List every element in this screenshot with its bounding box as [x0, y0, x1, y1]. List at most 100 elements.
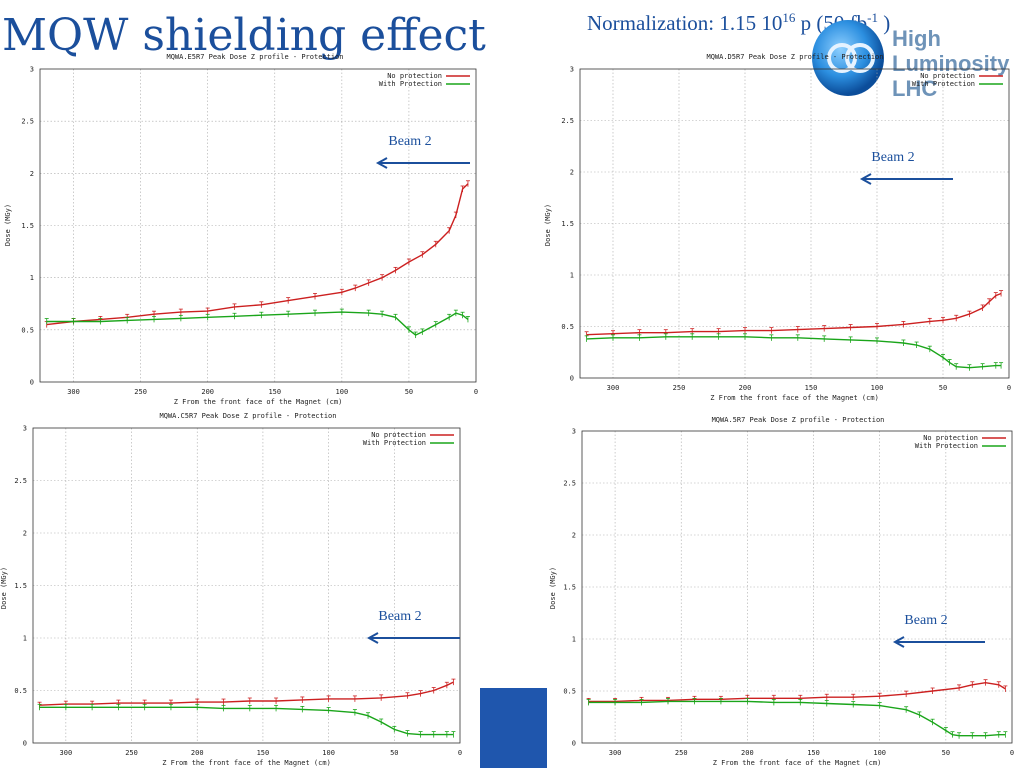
normalization-exponent-2: -1	[867, 10, 878, 25]
plot-frame	[32, 427, 461, 744]
y-tick-label: 3	[23, 425, 27, 433]
legend-entry-label: No protection	[920, 72, 975, 80]
y-tick-label: 0.5	[563, 688, 576, 696]
y-tick-label: 2	[30, 170, 34, 178]
x-tick-label: 100	[322, 749, 335, 757]
slide-title: MQW shielding effect	[2, 10, 486, 61]
x-tick-label: 300	[607, 384, 620, 392]
normalization-prefix: Normalization: 1.15 10	[587, 11, 783, 35]
y-tick-label: 0.5	[14, 687, 27, 695]
chart-title: MQWA.D5R7 Peak Dose Z profile - Protecti…	[706, 53, 883, 61]
y-tick-label: 3	[572, 428, 576, 436]
x-tick-label: 150	[268, 388, 281, 396]
legend-entry-label: No protection	[371, 431, 426, 439]
x-tick-label: 0	[1010, 749, 1014, 757]
chart-panel-5r7: MQWA.5R7 Peak Dose Z profile - Protectio…	[549, 416, 1014, 767]
normalization-exponent-1: 16	[782, 10, 796, 25]
x-tick-label: 100	[336, 388, 349, 396]
x-tick-label: 0	[1007, 384, 1011, 392]
y-tick-label: 0	[570, 375, 574, 383]
logo-ring-left	[827, 43, 857, 73]
x-axis-label: Z From the front face of the Magnet (cm)	[174, 398, 343, 406]
x-tick-label: 50	[390, 749, 398, 757]
x-tick-label: 0	[474, 388, 478, 396]
y-tick-label: 2.5	[14, 477, 27, 485]
x-axis-label: Z From the front face of the Magnet (cm)	[713, 759, 882, 767]
x-axis-label: Z From the front face of the Magnet (cm)	[162, 759, 331, 767]
y-tick-label: 2.5	[561, 117, 574, 125]
plot-frame	[581, 430, 1013, 744]
x-tick-label: 150	[257, 749, 270, 757]
beam-2-label: Beam 2	[388, 134, 431, 149]
logo-text-luminosity: Luminosity	[892, 51, 1010, 76]
chart-panel-d5r7: MQWA.D5R7 Peak Dose Z profile - Protecti…	[544, 53, 1011, 402]
series-line-no-protection	[588, 681, 1006, 703]
plot-frame	[579, 68, 1010, 379]
y-tick-label: 1	[30, 274, 34, 282]
y-axis-label: Dose (MGy)	[0, 567, 8, 609]
x-tick-label: 250	[125, 749, 138, 757]
y-tick-label: 1.5	[14, 582, 27, 590]
logo-text-lhc: LHC	[892, 76, 937, 101]
normalization-suffix: )	[877, 11, 891, 35]
y-tick-label: 2.5	[563, 480, 576, 488]
y-tick-label: 2	[570, 169, 574, 177]
legend-entry-label: No protection	[387, 72, 442, 80]
y-tick-label: 0.5	[21, 326, 34, 334]
chart-title: MQWA.5R7 Peak Dose Z profile - Protectio…	[712, 416, 885, 424]
y-tick-label: 0.5	[561, 323, 574, 331]
y-tick-label: 2	[23, 530, 27, 538]
chart-panel-c5r7: MQWA.C5R7 Peak Dose Z profile - Protecti…	[0, 412, 462, 767]
arrow-head-icon	[366, 632, 379, 644]
x-tick-label: 100	[873, 749, 886, 757]
y-tick-label: 3	[570, 66, 574, 74]
accent-block	[480, 688, 547, 768]
x-tick-label: 250	[673, 384, 686, 392]
x-tick-label: 200	[201, 388, 214, 396]
x-tick-label: 150	[805, 384, 818, 392]
arrow-head-icon	[892, 636, 905, 648]
arrow-head-icon	[859, 173, 872, 185]
y-axis-label: Dose (MGy)	[544, 204, 552, 246]
x-tick-label: 0	[458, 749, 462, 757]
y-tick-label: 0	[23, 740, 27, 748]
y-tick-label: 1.5	[561, 220, 574, 228]
arrow-head-icon	[375, 157, 388, 169]
y-tick-label: 1	[572, 636, 576, 644]
y-tick-label: 0	[30, 379, 34, 387]
x-tick-label: 200	[191, 749, 204, 757]
beam-2-label: Beam 2	[378, 609, 421, 624]
y-tick-label: 1	[23, 635, 27, 643]
x-axis-label: Z From the front face of the Magnet (cm)	[710, 394, 879, 402]
x-tick-label: 50	[405, 388, 413, 396]
chart-title: MQWA.C5R7 Peak Dose Z profile - Protecti…	[159, 412, 336, 420]
x-tick-label: 300	[67, 388, 80, 396]
x-tick-label: 50	[939, 384, 947, 392]
legend-entry-label: No protection	[923, 434, 978, 442]
x-tick-label: 250	[134, 388, 147, 396]
y-tick-label: 1.5	[563, 584, 576, 592]
legend-entry-label: With Protection	[915, 442, 978, 450]
legend-entry-label: With Protection	[379, 80, 442, 88]
y-axis-label: Dose (MGy)	[4, 204, 12, 246]
y-tick-label: 1.5	[21, 222, 34, 230]
beam-2-label: Beam 2	[871, 150, 914, 165]
series-line-no-protection	[586, 292, 1002, 336]
legend-entry-label: With Protection	[912, 80, 975, 88]
y-tick-label: 2	[572, 532, 576, 540]
y-tick-label: 3	[30, 66, 34, 74]
series-line-no-protection	[39, 681, 454, 706]
x-tick-label: 200	[739, 384, 752, 392]
y-axis-label: Dose (MGy)	[549, 567, 557, 609]
y-tick-label: 0	[572, 740, 576, 748]
series-line-with-protection	[46, 311, 469, 336]
beam-2-label: Beam 2	[904, 613, 947, 628]
series-line-with-protection	[39, 706, 454, 736]
series-line-no-protection	[46, 183, 469, 326]
logo-ring-right	[845, 43, 875, 73]
chart-title: MQWA.E5R7 Peak Dose Z profile - Protecti…	[166, 53, 343, 61]
x-tick-label: 300	[609, 749, 622, 757]
logo-text-high: High	[892, 26, 941, 51]
x-tick-label: 150	[807, 749, 820, 757]
y-tick-label: 2.5	[21, 118, 34, 126]
